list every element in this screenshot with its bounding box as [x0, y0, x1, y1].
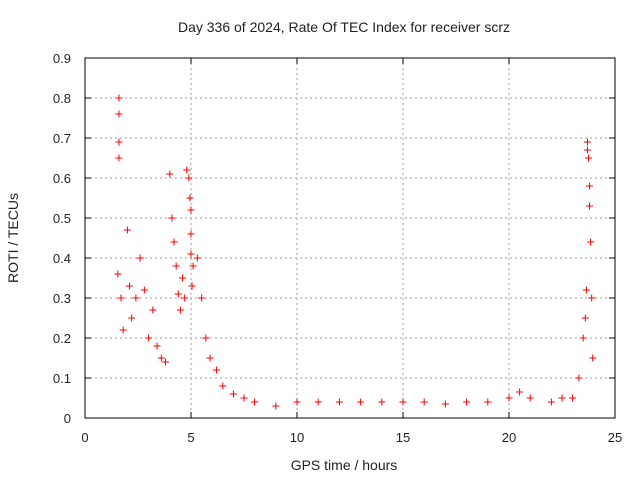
data-point	[240, 394, 248, 402]
data-point	[547, 398, 555, 406]
data-point	[463, 398, 471, 406]
data-point	[186, 194, 194, 202]
data-point	[136, 254, 144, 262]
data-point	[140, 286, 148, 294]
data-point	[119, 326, 127, 334]
data-point	[272, 402, 280, 410]
data-point	[357, 398, 365, 406]
data-point	[516, 388, 524, 396]
data-point	[128, 314, 136, 322]
data-point	[579, 334, 587, 342]
data-point	[314, 398, 322, 406]
data-point	[587, 238, 595, 246]
data-point	[126, 282, 134, 290]
data-point	[569, 394, 577, 402]
data-point	[212, 366, 220, 374]
data-point	[583, 146, 591, 154]
data-point	[198, 294, 206, 302]
data-point	[588, 294, 596, 302]
data-point	[115, 110, 123, 118]
data-point	[168, 214, 176, 222]
y-tick-label: 0.6	[53, 171, 71, 186]
y-tick-label: 0.4	[53, 251, 71, 266]
gridlines	[85, 58, 615, 418]
y-tick-label: 0.9	[53, 51, 71, 66]
data-point	[581, 314, 589, 322]
data-point	[117, 294, 125, 302]
data-point	[189, 262, 197, 270]
data-point	[162, 358, 170, 366]
data-point	[505, 394, 513, 402]
y-tick-label: 0.5	[53, 211, 71, 226]
data-point	[378, 398, 386, 406]
data-point	[420, 398, 428, 406]
data-point	[145, 334, 153, 342]
data-point	[188, 282, 196, 290]
y-tick-label: 0.2	[53, 331, 71, 346]
data-point	[115, 154, 123, 162]
data-point	[179, 274, 187, 282]
data-point	[585, 154, 592, 162]
data-point	[193, 254, 201, 262]
data-point	[181, 294, 189, 302]
data-point	[484, 398, 492, 406]
data-point	[575, 374, 583, 382]
data-point	[187, 206, 195, 214]
axis-ticks: 0 5 10 15 20 25 0 0.1 0.2 0.3 0.4 0.5 0.6 0.7 0.8 0.9	[53, 51, 622, 445]
data-point	[185, 174, 193, 182]
data-point	[335, 398, 343, 406]
x-tick-label: 20	[502, 430, 516, 445]
data-point	[157, 354, 165, 362]
data-point	[399, 398, 407, 406]
data-point	[183, 166, 191, 174]
data-point	[132, 294, 140, 302]
x-axis-label: GPS time / hours	[291, 457, 398, 473]
data-point	[174, 290, 182, 298]
data-point	[526, 394, 534, 402]
data-point	[202, 334, 210, 342]
data-point	[153, 342, 161, 350]
x-tick-label: 15	[396, 430, 410, 445]
data-point	[114, 270, 122, 278]
data-point	[176, 306, 184, 314]
data-point	[441, 400, 449, 408]
x-tick-label: 5	[187, 430, 194, 445]
data-point	[115, 94, 123, 102]
data-point	[293, 398, 301, 406]
x-tick-label: 10	[290, 430, 304, 445]
data-point	[586, 182, 594, 190]
y-tick-label: 0.1	[53, 371, 71, 386]
y-axis-label: ROTI / TECUs	[5, 193, 21, 283]
y-tick-label: 0	[64, 411, 71, 426]
data-point	[206, 354, 214, 362]
data-point	[115, 138, 123, 146]
plot-frame	[84, 57, 616, 419]
data-point	[187, 230, 195, 238]
data-point	[219, 382, 227, 390]
chart-title: Day 336 of 2024, Rate Of TEC Index for r…	[178, 19, 510, 35]
data-point	[586, 202, 594, 210]
y-tick-label: 0.8	[53, 91, 71, 106]
data-point	[583, 138, 591, 146]
data-point	[123, 226, 131, 234]
data-point	[558, 394, 566, 402]
data-point	[187, 250, 195, 258]
data-point	[229, 390, 237, 398]
data-point	[149, 306, 157, 314]
data-point	[172, 262, 180, 270]
data-point	[170, 238, 178, 246]
x-tick-label: 0	[81, 430, 88, 445]
data-point	[589, 354, 597, 362]
data-point	[251, 398, 259, 406]
data-point	[582, 286, 590, 294]
data-points	[114, 94, 597, 410]
y-tick-label: 0.3	[53, 291, 71, 306]
y-tick-label: 0.7	[53, 131, 71, 146]
x-tick-label: 25	[608, 430, 622, 445]
data-point	[166, 170, 174, 178]
